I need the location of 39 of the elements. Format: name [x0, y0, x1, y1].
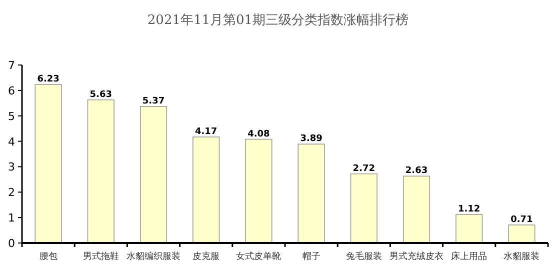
- x-tick-label: 帽子: [302, 251, 320, 262]
- data-label: 2.63: [405, 166, 428, 176]
- bar: [350, 173, 378, 244]
- data-label: 6.23: [37, 74, 60, 85]
- bar: [192, 136, 220, 244]
- x-tick-label: 男式拖鞋: [82, 251, 119, 262]
- x-tick-label: 皮克服: [192, 251, 220, 262]
- data-label: 5.63: [90, 90, 112, 100]
- y-tick-label: 6: [8, 84, 15, 98]
- bar: [402, 176, 430, 244]
- data-label: 2.72: [352, 164, 376, 174]
- x-tick-label: 女式皮单靴: [236, 251, 282, 262]
- x-tick-label: 男式充绒皮衣: [390, 251, 444, 262]
- bar: [140, 106, 168, 244]
- bar: [298, 144, 325, 244]
- bar: [456, 214, 483, 244]
- data-label: 4.17: [194, 126, 218, 137]
- bar: [508, 224, 536, 244]
- y-tick-label: 5: [8, 110, 15, 123]
- y-tick-label: 7: [8, 59, 15, 72]
- y-tick-label: 3: [8, 160, 15, 174]
- x-tick-label: 腰包: [39, 251, 58, 262]
- x-tick-label: 水貂服装: [504, 251, 540, 262]
- y-tick-label: 4: [8, 135, 15, 148]
- y-tick-label: 1: [8, 212, 15, 225]
- data-label: 3.89: [300, 134, 322, 144]
- y-tick-label: 0: [8, 237, 15, 250]
- bar: [87, 99, 114, 244]
- y-tick-label: 2: [8, 186, 15, 200]
- x-tick-label: 床上用品: [451, 251, 488, 262]
- x-tick-label: 兔毛服装: [346, 251, 382, 262]
- data-label: 1.12: [458, 204, 480, 215]
- bar: [245, 138, 272, 244]
- data-label: 0.71: [510, 214, 533, 225]
- data-label: 5.37: [142, 96, 165, 106]
- bar: [34, 84, 62, 244]
- chart-title: 2021年11月第01期三级分类指数涨幅排行榜: [147, 13, 409, 28]
- x-tick-label: 水貂编织服装: [126, 251, 180, 262]
- data-label: 4.08: [248, 129, 270, 140]
